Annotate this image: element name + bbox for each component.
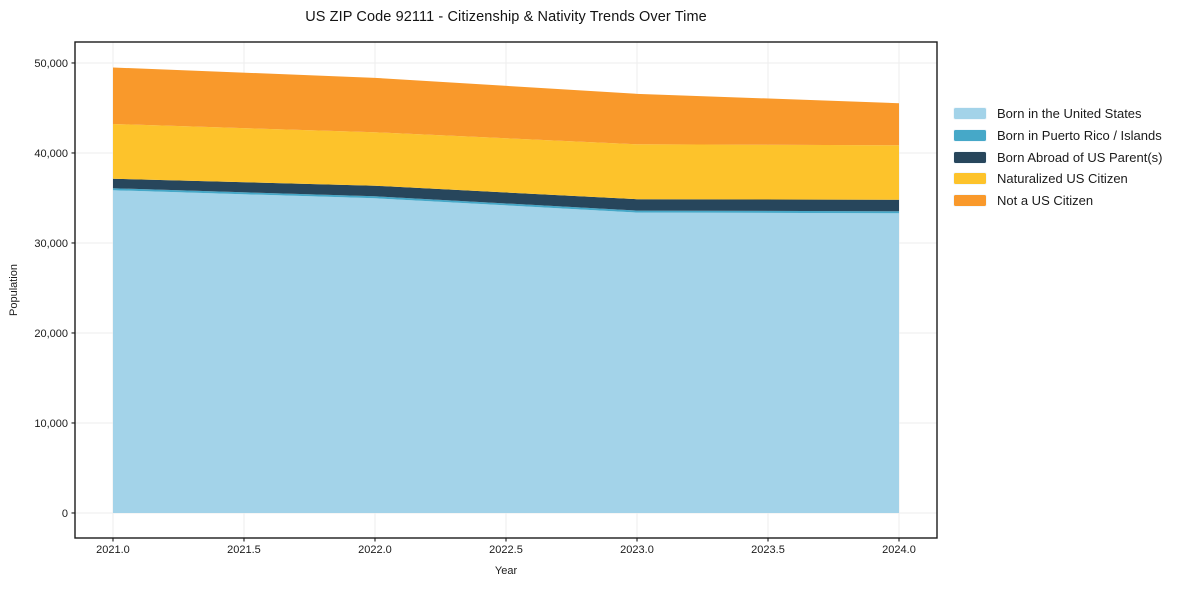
area-not-a-us-citizen (112, 67, 900, 146)
x-axis-label: Year (494, 565, 518, 577)
legend-swatch-icon (953, 172, 987, 186)
x-tick-label: 2022.5 (489, 544, 523, 556)
legend-item-born-abroad-of-us-parent-s: Born Abroad of US Parent(s) (953, 146, 1162, 168)
y-tick-label: 0 (62, 508, 68, 520)
area-born-in-the-united-states (112, 190, 900, 513)
x-tick-label: 2021.5 (227, 544, 261, 556)
x-tick-label: 2023.0 (620, 544, 654, 556)
legend-item-born-in-puerto-rico-islands: Born in Puerto Rico / Islands (953, 125, 1162, 147)
x-tick-label: 2023.5 (751, 544, 785, 556)
legend-item-not-a-us-citizen: Not a US Citizen (953, 190, 1162, 212)
y-tick-label: 40,000 (34, 148, 68, 160)
legend-label: Not a US Citizen (997, 193, 1094, 209)
x-tick-label: 2024.0 (882, 544, 916, 556)
area-born-in-puerto-rico-islands (112, 188, 900, 214)
y-axis-label: Population (8, 264, 20, 316)
legend: Born in the United States Born in Puerto … (953, 103, 1162, 211)
legend-swatch-icon (953, 150, 987, 164)
legend-label: Naturalized US Citizen (997, 171, 1128, 187)
legend-swatch-icon (953, 129, 987, 143)
legend-item-born-in-the-united-states: Born in the United States (953, 103, 1162, 125)
y-tick-label: 30,000 (34, 238, 68, 250)
legend-swatch-icon (953, 107, 987, 121)
area-naturalized-us-citizen (112, 123, 900, 200)
legend-label: Born in Puerto Rico / Islands (997, 128, 1162, 144)
y-tick-label: 50,000 (34, 58, 68, 70)
legend-label: Born Abroad of US Parent(s) (997, 149, 1163, 165)
legend-swatch-icon (953, 194, 987, 208)
chart-title: US ZIP Code 92111 - Citizenship & Nativi… (305, 9, 707, 25)
y-tick-label: 20,000 (34, 328, 68, 340)
y-tick-label: 10,000 (34, 418, 68, 430)
legend-label: Born in the United States (997, 106, 1142, 122)
legend-item-naturalized-us-citizen: Naturalized US Citizen (953, 168, 1162, 190)
x-tick-label: 2021.0 (96, 544, 130, 556)
area-born-abroad-of-us-parent-s (112, 178, 900, 212)
x-tick-label: 2022.0 (358, 544, 392, 556)
